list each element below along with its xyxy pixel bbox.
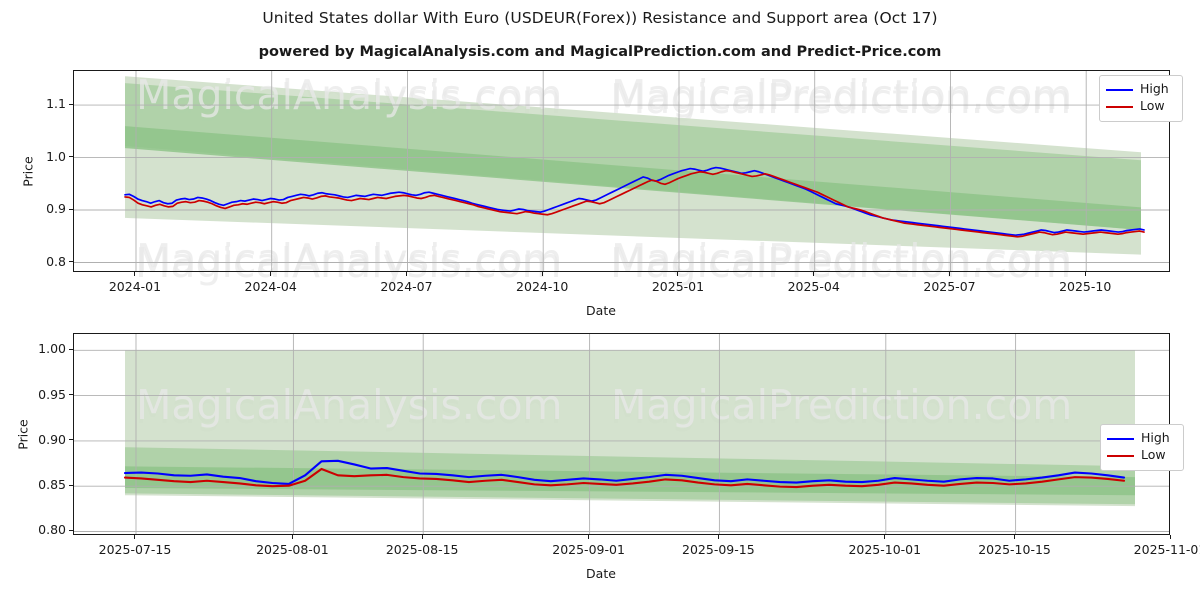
svg-text:MagicalPrediction.com: MagicalPrediction.com — [611, 71, 1072, 119]
x-tick-label: 2025-10-01 — [848, 542, 922, 557]
y-tick-label: 1.00 — [38, 341, 66, 357]
x-tick-label: 2024-10 — [516, 279, 569, 294]
y-tick-mark — [69, 261, 73, 262]
y-tick-mark — [69, 484, 73, 486]
x-tick-mark — [541, 272, 543, 276]
x-tick-label: 2025-01 — [651, 279, 705, 294]
legend-label-high: High — [1141, 430, 1170, 446]
overview-plot-area: MagicalAnalysis.com MagicalPrediction.com… — [73, 70, 1170, 272]
y-tick-label: 0.8 — [46, 253, 66, 269]
y-tick-mark — [69, 208, 73, 210]
x-tick-label: 2025-10-15 — [978, 542, 1051, 557]
x-tick-mark — [949, 272, 950, 276]
legend-entry-low: Low — [1107, 447, 1176, 464]
y-tick-label: 0.90 — [38, 431, 66, 447]
x-tick-label: 2025-08-15 — [385, 542, 459, 557]
x-tick-label: 2025-07-15 — [98, 542, 172, 557]
legend-line-high — [1107, 437, 1134, 440]
svg-text:MagicalAnalysis.com: MagicalAnalysis.com — [136, 71, 563, 119]
page-title: United States dollar With Euro (USDEUR(F… — [262, 9, 938, 27]
x-tick-mark — [884, 535, 886, 539]
zoom-plot-svg: MagicalAnalysis.com MagicalPrediction.com — [74, 334, 1169, 534]
zoom-legend: High Low — [1100, 424, 1184, 471]
y-tick-label: 0.9 — [46, 201, 66, 217]
x-tick-mark — [1169, 535, 1171, 539]
x-tick-mark — [134, 272, 136, 276]
x-tick-label: 2024-01 — [108, 279, 162, 294]
legend-line-low — [1107, 454, 1134, 457]
legend-entry-high: High — [1107, 430, 1176, 447]
x-tick-mark — [1084, 272, 1086, 276]
zoom-x-axis-label: Date — [586, 566, 616, 581]
x-tick-label: 2025-10 — [1059, 279, 1112, 294]
y-tick-label: 0.80 — [38, 522, 66, 538]
x-tick-mark — [1014, 535, 1016, 539]
x-tick-label: 2025-08-01 — [256, 542, 329, 557]
legend-line-low — [1106, 105, 1133, 108]
overview-chart-panel: MagicalAnalysis.com MagicalPrediction.com… — [73, 70, 1170, 272]
zoom-chart-panel: MagicalAnalysis.com MagicalPrediction.com — [73, 333, 1170, 535]
y-tick-label: 0.85 — [38, 477, 66, 493]
x-tick-label: 2024-04 — [244, 279, 297, 294]
legend-label-high: High — [1140, 81, 1169, 97]
y-tick-label: 1.1 — [46, 96, 66, 112]
x-tick-label: 2025-09-15 — [682, 542, 755, 557]
legend-entry-high: High — [1106, 81, 1175, 98]
legend-line-high — [1106, 88, 1133, 91]
x-tick-mark — [134, 535, 136, 539]
x-tick-label: 2024-07 — [380, 279, 433, 294]
y-tick-mark — [69, 348, 73, 350]
x-tick-label: 2025-04 — [787, 279, 840, 294]
svg-text:MagicalPrediction.com: MagicalPrediction.com — [611, 381, 1072, 429]
y-tick-label: 0.95 — [38, 386, 66, 402]
svg-text:MagicalPrediction.com: MagicalPrediction.com — [611, 235, 1072, 272]
y-tick-mark — [69, 529, 73, 531]
y-tick-label: 1.0 — [46, 148, 66, 164]
overview-x-axis-label: Date — [586, 303, 616, 318]
x-tick-mark — [813, 272, 815, 276]
x-tick-mark — [717, 535, 719, 539]
x-tick-label: 2025-11-01 — [1133, 542, 1200, 557]
y-tick-mark — [69, 103, 73, 105]
x-tick-label: 2025-07 — [923, 279, 976, 294]
overview-legend: High Low — [1099, 75, 1183, 122]
overview-plot-svg: MagicalAnalysis.com MagicalPrediction.com… — [74, 71, 1169, 272]
x-tick-mark — [405, 272, 407, 276]
svg-text:MagicalAnalysis.com: MagicalAnalysis.com — [136, 381, 563, 429]
page-subtitle: powered by MagicalAnalysis.com and Magic… — [258, 44, 942, 60]
x-tick-mark — [270, 272, 272, 276]
y-tick-mark — [69, 394, 73, 396]
x-tick-label: 2025-09-01 — [552, 542, 625, 557]
x-tick-mark — [677, 272, 679, 276]
zoom-plot-area: MagicalAnalysis.com MagicalPrediction.com — [73, 333, 1170, 535]
legend-label-low: Low — [1140, 98, 1165, 114]
x-tick-mark — [421, 535, 423, 539]
x-tick-mark — [291, 535, 293, 539]
legend-label-low: Low — [1141, 447, 1166, 463]
y-tick-mark — [69, 156, 73, 158]
x-tick-mark — [588, 535, 590, 539]
y-tick-mark — [69, 439, 73, 441]
legend-entry-low: Low — [1106, 98, 1175, 115]
svg-text:MagicalAnalysis.com: MagicalAnalysis.com — [136, 235, 563, 272]
